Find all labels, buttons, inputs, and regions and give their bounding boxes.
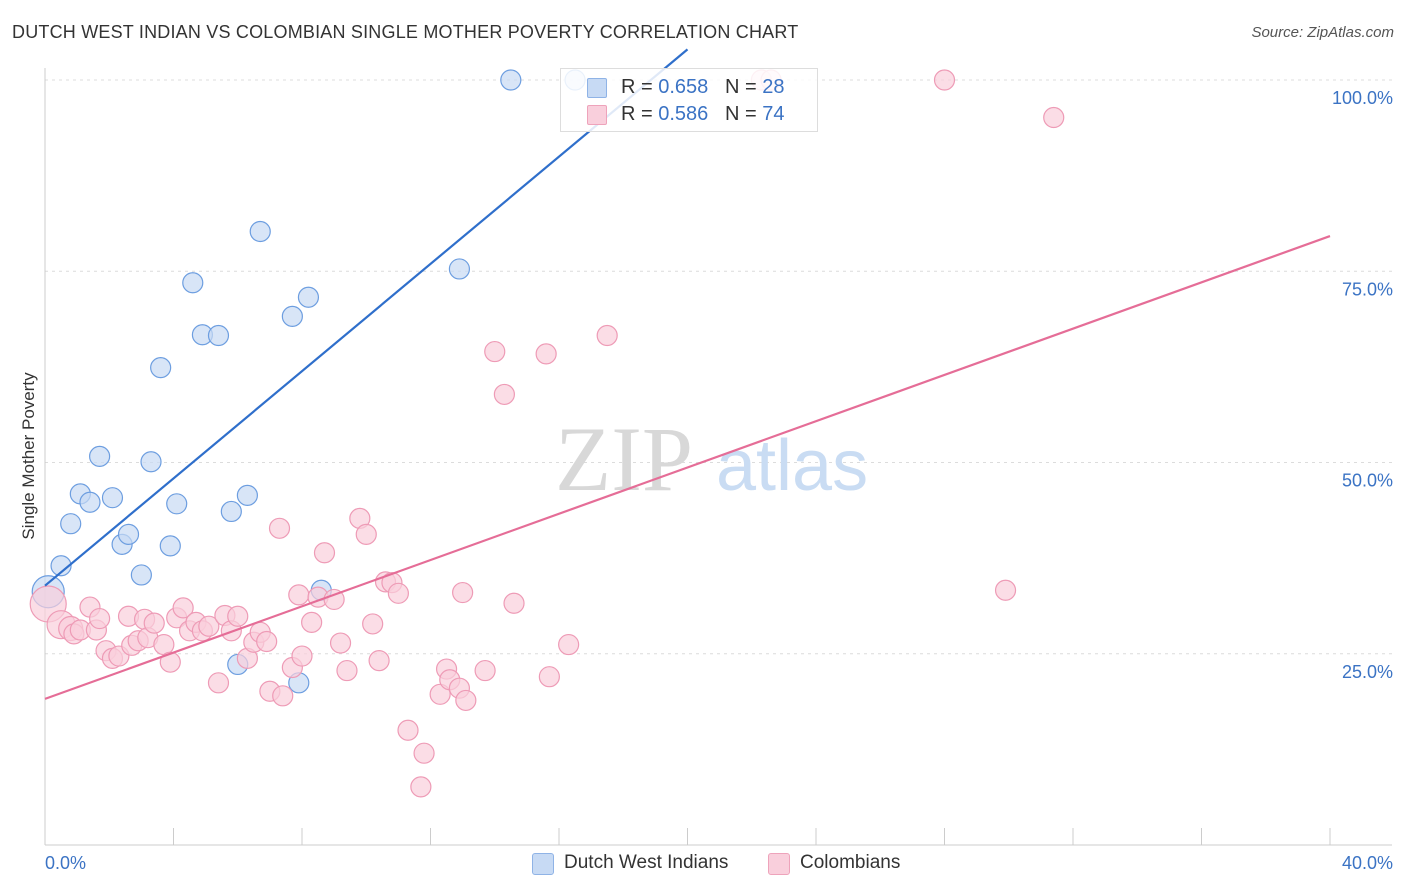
- point-colombians: [153, 633, 175, 656]
- point-dutch-west-indians: [159, 535, 181, 557]
- point-colombians: [329, 632, 352, 654]
- point-dutch-west-indians: [207, 324, 230, 347]
- point-colombians: [301, 611, 323, 633]
- point-dutch-west-indians: [166, 493, 188, 515]
- point-colombians: [410, 776, 432, 798]
- point-colombians: [452, 581, 474, 604]
- grid-lines: [45, 79, 1392, 655]
- n-label: N =: [724, 76, 757, 98]
- point-dutch-west-indians: [50, 555, 72, 577]
- n-label: N =: [724, 103, 757, 125]
- point-dutch-west-indians: [79, 491, 101, 513]
- point-colombians: [387, 582, 409, 604]
- correlation-legend: R = 0.658 N = 28 R = 0.586 N = 74: [560, 68, 818, 132]
- trend-lines: [44, 48, 1331, 700]
- point-colombians: [207, 672, 230, 694]
- point-colombians: [89, 607, 111, 630]
- point-dutch-west-indians: [182, 272, 204, 294]
- x-tick-label: 0.0%: [45, 853, 86, 873]
- trend-line-dutch-west-indians: [44, 48, 689, 587]
- point-dutch-west-indians: [236, 484, 258, 506]
- point-colombians: [493, 383, 515, 406]
- point-colombians: [313, 542, 336, 564]
- point-colombians: [198, 615, 220, 637]
- tick-labels: 25.0% 50.0% 75.0% 100.0% 0.0% 40.0%: [45, 88, 1393, 873]
- point-dutch-west-indians: [150, 357, 172, 379]
- point-colombians: [397, 719, 419, 741]
- point-colombians: [256, 630, 278, 653]
- watermark-zip: ZIP: [555, 408, 693, 510]
- y-tick-label: 75.0%: [1342, 279, 1393, 299]
- point-dutch-west-indians: [500, 69, 522, 91]
- n-value-dutch-west-indians: 28: [762, 76, 785, 98]
- data-points: [29, 69, 1065, 798]
- bottom-legend-label: Colombians: [800, 852, 901, 873]
- point-colombians: [368, 650, 390, 672]
- trend-line-colombians: [44, 235, 1331, 700]
- point-colombians: [429, 683, 451, 705]
- point-colombians: [143, 612, 165, 634]
- r-value-colombians: 0.586: [658, 103, 709, 125]
- n-value-colombians: 74: [762, 103, 785, 125]
- point-colombians: [558, 633, 580, 656]
- point-colombians: [355, 523, 377, 546]
- r-label: R =: [621, 76, 653, 98]
- point-colombians: [503, 592, 525, 614]
- point-dutch-west-indians: [101, 487, 124, 509]
- point-colombians: [535, 343, 557, 365]
- axes: [44, 68, 1392, 846]
- point-colombians: [291, 645, 313, 667]
- point-colombians: [336, 659, 358, 682]
- point-dutch-west-indians: [140, 451, 162, 473]
- point-colombians: [484, 340, 506, 363]
- point-dutch-west-indians: [130, 564, 152, 586]
- legend-swatch-blue: [587, 78, 607, 98]
- watermark: ZIP atlas: [555, 408, 868, 510]
- bottom-legend-label: Dutch West Indians: [564, 852, 729, 873]
- legend-swatch-pink: [587, 105, 607, 125]
- y-tick-label: 25.0%: [1342, 662, 1393, 682]
- y-tick-label: 100.0%: [1332, 88, 1393, 108]
- point-colombians: [172, 597, 194, 619]
- bottom-legend-swatch-pink: [768, 853, 790, 875]
- point-colombians: [413, 742, 435, 764]
- point-colombians: [227, 605, 249, 627]
- r-label: R =: [621, 103, 653, 125]
- source-label: Source: ZipAtlas.com: [1251, 24, 1394, 41]
- point-colombians: [596, 324, 618, 347]
- point-dutch-west-indians: [297, 286, 320, 308]
- point-colombians: [272, 685, 294, 707]
- point-colombians: [538, 666, 560, 688]
- point-dutch-west-indians: [220, 500, 242, 523]
- r-value-dutch-west-indians: 0.658: [658, 76, 709, 98]
- point-colombians: [288, 584, 310, 606]
- point-colombians: [268, 517, 291, 539]
- point-colombians: [362, 613, 384, 635]
- point-dutch-west-indians: [249, 220, 271, 243]
- watermark-atlas: atlas: [716, 426, 868, 506]
- point-colombians: [933, 69, 956, 91]
- x-tick-label: 40.0%: [1342, 853, 1393, 873]
- point-dutch-west-indians: [89, 445, 111, 467]
- point-colombians: [1043, 106, 1065, 129]
- bottom-legend-swatch-blue: [532, 853, 554, 875]
- point-dutch-west-indians: [448, 258, 471, 280]
- point-dutch-west-indians: [60, 513, 82, 535]
- y-tick-label: 50.0%: [1342, 471, 1393, 491]
- point-colombians: [455, 689, 477, 712]
- y-axis-label: Single Mother Poverty: [19, 372, 38, 540]
- point-colombians: [994, 579, 1017, 601]
- chart-title: DUTCH WEST INDIAN VS COLOMBIAN SINGLE MO…: [12, 22, 799, 42]
- point-colombians: [474, 659, 496, 682]
- point-dutch-west-indians: [281, 305, 303, 327]
- point-colombians: [159, 651, 181, 673]
- point-dutch-west-indians: [117, 523, 140, 546]
